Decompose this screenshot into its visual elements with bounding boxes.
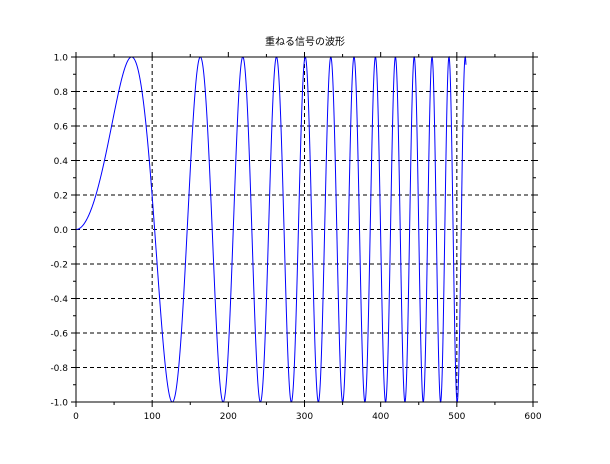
y-tick-label: 0.4 [54,157,69,167]
y-tick-label: -0.8 [50,364,68,374]
series-line [76,55,467,404]
y-tick-label: 0.0 [54,226,69,236]
y-tick-label: 0.6 [54,123,69,133]
x-tick-label: 100 [144,412,161,422]
x-tick-label: 200 [220,412,237,422]
y-tick-label: -0.6 [50,330,68,340]
chart-title: 重ねる信号の波形 [265,35,345,48]
y-tick-label: -0.4 [50,295,68,305]
x-tick-label: 600 [524,412,541,422]
y-axis: -1.0 -0.8 -0.6 -0.4 -0.2 0.0 0.2 0.4 0.6 0.8 1.0 [50,54,538,409]
y-tick-label: 0.2 [54,192,68,202]
x-tick-label: 400 [372,412,389,422]
y-tick-label: 1.0 [54,54,69,64]
y-tick-label: 0.8 [54,88,69,98]
grid-lines [76,57,533,402]
x-tick-label: 300 [296,412,313,422]
x-tick-label: 0 [73,412,79,422]
series-layer [76,55,467,404]
x-axis: 0 100 200 300 400 500 600 [73,52,542,422]
y-tick-label: -0.2 [50,261,68,271]
y-tick-label: -1.0 [50,399,68,409]
x-tick-label: 500 [448,412,465,422]
